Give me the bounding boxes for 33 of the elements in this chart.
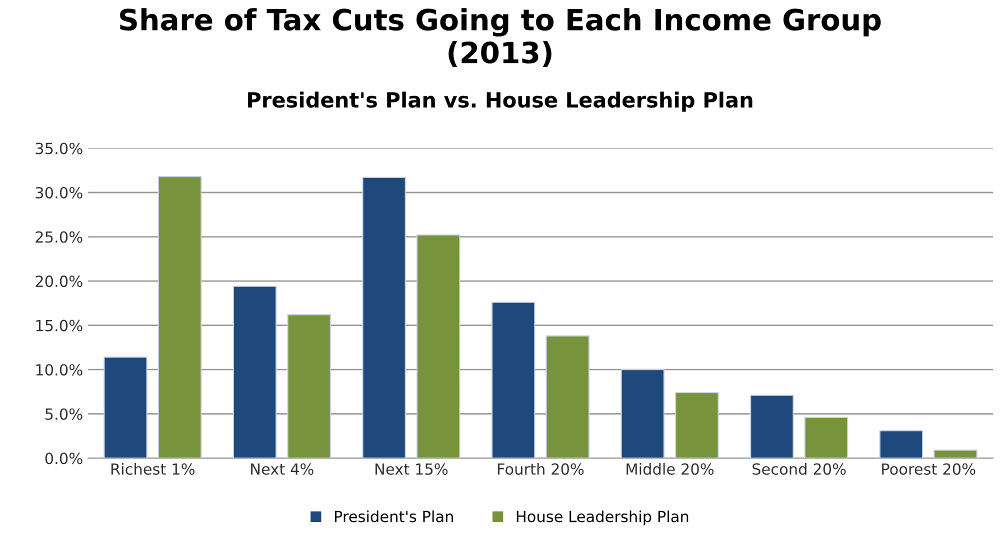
y-tick-label: 20.0%: [36, 276, 82, 288]
bar: [879, 430, 924, 458]
bar: [104, 356, 148, 458]
x-tick-label: Fourth 20%: [498, 463, 584, 475]
x-tick-label: Next 4%: [251, 463, 314, 475]
chart-title: Share of Tax Cuts Going to Each Income Group (2013): [120, 8, 881, 67]
bar: [158, 176, 202, 458]
y-tick-label: 35.0%: [36, 142, 82, 154]
bar: [804, 416, 848, 458]
bar: [750, 394, 794, 458]
y-tick-label: 30.0%: [36, 186, 82, 199]
bar: [620, 369, 665, 458]
bar: [362, 176, 406, 458]
y-tick-label: 25.0%: [36, 231, 82, 243]
y-tick-label: 0.0%: [45, 452, 82, 464]
legend-label: House Leadership Plan: [516, 510, 688, 526]
y-tick-label: 15.0%: [36, 320, 82, 332]
x-tick-label: Richest 1%: [111, 463, 194, 475]
chart-subtitle: President's Plan vs. House Leadership Plan: [248, 92, 752, 112]
bar: [232, 286, 277, 458]
y-tick-label: 5.0%: [46, 408, 82, 420]
y-tick-label: 10.0%: [36, 364, 82, 376]
legend-label: President's Plan: [334, 510, 453, 522]
bar: [546, 335, 590, 458]
x-tick-label: Second 20%: [752, 463, 846, 475]
x-tick-label: Middle 20%: [626, 463, 714, 475]
bar: [287, 314, 331, 458]
bar: [675, 392, 719, 458]
bar: [416, 234, 460, 458]
bar: [491, 302, 536, 458]
x-tick-label: Poorest 20%: [882, 463, 976, 475]
x-tick-label: Next 15%: [376, 463, 448, 475]
bar: [934, 450, 978, 458]
